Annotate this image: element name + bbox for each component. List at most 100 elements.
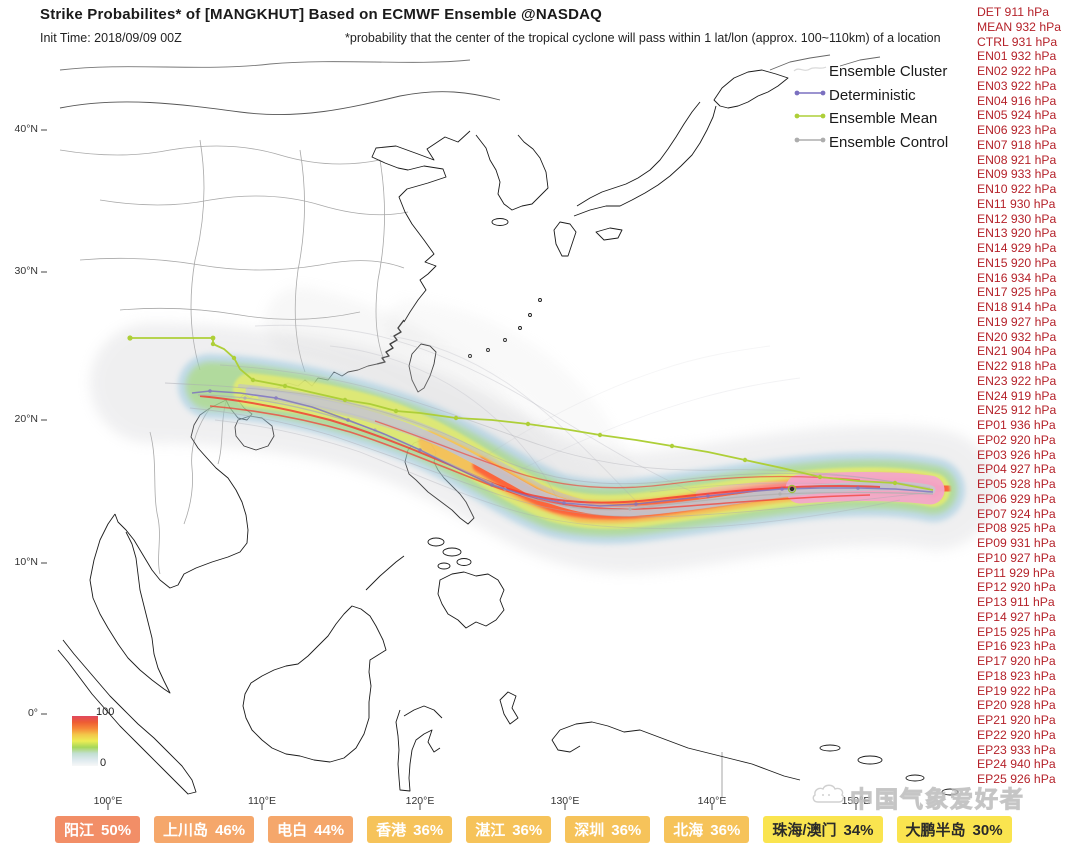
member-pressure-list: DET 911 hPa MEAN 932 hPa CTRL 931 hPa EN01 … (977, 5, 1061, 787)
pressure-item: MEAN 932 hPa (977, 19, 1062, 34)
pressure-item: EP05 928 hPa (977, 477, 1056, 491)
deterministic-track (191, 389, 934, 507)
city-probability-row: 阳江 50% 上川岛 46% 电白 44% 香港 36% 湛江 36% 深圳 36% 北海 36% 珠海/澳… (55, 816, 1012, 843)
pressure-item: EN14 929 hPa (977, 241, 1057, 255)
pressure-item: EP04 927 hPa (977, 462, 1056, 477)
ensemble-member-tracks (164, 324, 934, 529)
badge-probability-value: 46% (215, 822, 246, 839)
pressure-item: EN22 918 hPa (977, 359, 1057, 373)
city-probability-badge: 珠海/澳门 34% (763, 816, 883, 843)
pressure-item: EN15 920 hPa (977, 255, 1057, 270)
badge-city-name: 珠海/澳门 (772, 822, 837, 839)
probability-colorbar (72, 716, 98, 766)
pressure-item: EN07 918 hPa (977, 137, 1057, 152)
pressure-item: DET 911 hPa (977, 5, 1050, 19)
pressure-item: EN12 930 hPa (977, 211, 1057, 226)
city-probability-badge: 电白 44% (268, 816, 354, 843)
pressure-item: EP21 920 hPa (977, 713, 1056, 727)
pressure-item: EP10 927 hPa (977, 550, 1056, 565)
pressure-item: EP25 926 hPa (977, 772, 1056, 786)
legend-row: Ensemble Control (793, 131, 948, 155)
badge-probability-value: 36% (611, 822, 642, 839)
lat-label: 40°N (14, 123, 38, 135)
pressure-item: EP15 925 hPa (977, 624, 1056, 639)
city-probability-badge: 上川岛 46% (154, 816, 255, 843)
init-time: Init Time: 2018/09/09 00Z (40, 31, 182, 45)
legend-row: Deterministic (793, 84, 948, 108)
lat-label: 10°N (14, 556, 38, 568)
watermark: 中国气象爱好者 (810, 780, 1025, 814)
pressure-item: EP09 931 hPa (977, 536, 1056, 550)
badge-city-name: 阳江 (64, 822, 95, 839)
badge-probability-value: 44% (314, 822, 345, 839)
legend: Ensemble Cluster Deterministic Ensemble Me… (793, 60, 948, 154)
page-title: Strike Probabilites* of [MANGKHUT] Based… (40, 6, 603, 23)
pressure-item: EP07 924 hPa (977, 506, 1056, 521)
city-probability-badge: 大鹏半岛 30% (896, 816, 1012, 843)
pressure-item: EN21 904 hPa (977, 344, 1057, 359)
city-probability-badge: 香港 36% (367, 816, 453, 843)
pressure-item: EP18 923 hPa (977, 668, 1056, 683)
city-probability-badge: 湛江 36% (466, 816, 552, 843)
pressure-item: EP22 920 hPa (977, 727, 1056, 742)
pressure-item: EN13 920 hPa (977, 226, 1057, 241)
pressure-item: EN06 923 hPa (977, 123, 1057, 137)
lon-label: 110°E (248, 795, 276, 807)
legend-row: Ensemble Mean (793, 107, 948, 131)
badge-city-name: 上川岛 (163, 822, 209, 839)
pressure-item: EP12 920 hPa (977, 580, 1056, 595)
city-probability-badge: 阳江 50% (55, 816, 141, 843)
legend-label: Ensemble Cluster (829, 63, 948, 81)
pressure-item: EN23 922 hPa (977, 373, 1057, 388)
colorbar-max-label: 100 (96, 706, 115, 718)
badge-city-name: 湛江 (475, 822, 506, 839)
ensemble-mean-track (127, 335, 934, 491)
pressure-item: EN25 912 hPa (977, 403, 1057, 418)
current-position-marker (787, 484, 797, 494)
pressure-item: EN04 916 hPa (977, 93, 1057, 108)
badge-city-name: 香港 (376, 822, 407, 839)
badge-city-name: 大鹏半岛 (905, 822, 966, 839)
cloud-logo-icon (810, 782, 846, 813)
cluster-marker-icon (793, 62, 829, 81)
country-borders-gray (59, 139, 723, 798)
lon-label: 150°E (841, 795, 871, 807)
badge-city-name: 电白 (277, 822, 308, 839)
badge-probability-value: 34% (843, 822, 874, 839)
badge-probability-value: 30% (972, 822, 1003, 839)
badge-probability-value: 36% (413, 822, 444, 839)
legend-label: Ensemble Mean (829, 110, 938, 128)
pressure-item: EN11 930 hPa (977, 196, 1056, 211)
pressure-item: EN20 932 hPa (977, 329, 1057, 344)
pressure-item: EN08 921 hPa (977, 152, 1057, 167)
pressure-item: EP23 933 hPa (977, 742, 1056, 757)
watermark-text: 中国气象爱好者 (850, 786, 1025, 813)
legend-row: Ensemble Cluster (793, 60, 948, 84)
pressure-item: EN17 925 hPa (977, 285, 1057, 300)
pressure-item: EP19 922 hPa (977, 683, 1056, 698)
lon-label: 120°E (405, 795, 435, 807)
colorbar-gradient (72, 716, 98, 766)
lon-label: 100°E (93, 795, 123, 807)
pressure-item: EN19 927 hPa (977, 314, 1057, 329)
pressure-item: EN16 934 hPa (977, 270, 1057, 285)
badge-city-name: 北海 (673, 822, 704, 839)
pressure-item: EN01 932 hPa (977, 49, 1057, 64)
pressure-item: EP20 928 hPa (977, 698, 1056, 713)
pressure-item: EN18 914 hPa (977, 300, 1057, 314)
lat-label: 0° (27, 707, 38, 719)
badge-city-name: 深圳 (574, 822, 605, 839)
pressure-item: EP17 920 hPa (977, 654, 1056, 668)
pressure-item: EN03 922 hPa (977, 78, 1057, 93)
pressure-item: EP11 929 hPa (977, 565, 1055, 580)
city-probability-badge: 北海 36% (664, 816, 750, 843)
badge-probability-value: 50% (101, 822, 132, 839)
badge-probability-value: 36% (512, 822, 543, 839)
legend-label: Deterministic (829, 86, 916, 104)
lat-label: 30°N (14, 265, 38, 277)
pressure-item: EP14 927 hPa (977, 609, 1056, 624)
pressure-item: EP24 940 hPa (977, 757, 1056, 772)
pressure-item: EN09 933 hPa (977, 167, 1057, 182)
pressure-item: EP03 926 hPa (977, 447, 1056, 462)
